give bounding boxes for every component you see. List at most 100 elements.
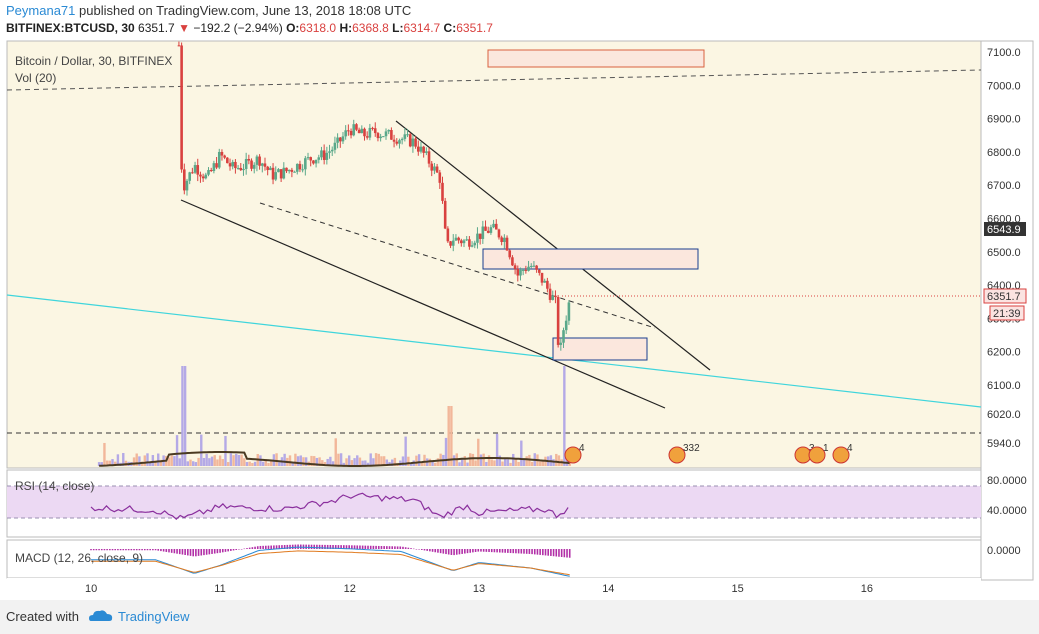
macd-histogram-bar [552, 549, 555, 557]
trading-chart[interactable]: 7100.07000.06900.06800.06700.06600.06500… [0, 0, 1039, 600]
volume-bar [361, 460, 364, 466]
event-flag-icon[interactable] [808, 446, 826, 464]
price-tick-label: 6100.0 [987, 380, 1021, 392]
wedge-upper-line[interactable] [395, 120, 711, 371]
candle-body [349, 130, 353, 136]
tradingview-link[interactable]: TradingView [118, 609, 190, 624]
macd-histogram-bar [184, 549, 186, 555]
cyan-trend-line[interactable] [6, 294, 982, 408]
volume-bar [100, 462, 103, 466]
candle-body [411, 138, 415, 147]
macd-histogram-bar [267, 545, 270, 549]
candle-body [309, 157, 313, 161]
low-label: L: [392, 21, 404, 35]
event-flag-icon[interactable] [564, 446, 582, 464]
candle-body [260, 163, 264, 166]
volume-bar [178, 458, 181, 466]
price-tick-label: 7100.0 [987, 47, 1021, 59]
volume-bar [154, 460, 157, 466]
event-flag-icon[interactable] [668, 446, 686, 464]
candle-body [191, 172, 194, 174]
volume-bar [267, 462, 270, 466]
volume-bar [447, 406, 450, 466]
candle-body [328, 151, 331, 153]
volume-bar [288, 455, 292, 466]
candle-body [419, 146, 423, 152]
candle-body [492, 223, 495, 228]
candle-body [481, 226, 485, 239]
price-tick-label: 6020.0 [987, 409, 1021, 421]
candle-body [220, 151, 224, 156]
rsi-band [7, 486, 981, 518]
volume-bar [116, 454, 120, 466]
candle-body [406, 134, 409, 136]
macd-histogram-bar [316, 544, 318, 549]
volume-bar [423, 454, 426, 466]
candle-body [462, 240, 466, 244]
macd-histogram-bar [302, 544, 305, 549]
volume-bar [315, 457, 319, 466]
macd-histogram-bar [168, 549, 170, 553]
time-axis[interactable] [7, 578, 981, 598]
wedge-mid-dashed-line[interactable] [259, 202, 656, 329]
macd-histogram-bar [125, 549, 127, 551]
candle-body [244, 158, 248, 169]
volume-bar [132, 457, 136, 466]
macd-histogram-bar [189, 549, 192, 556]
candle-body [183, 169, 186, 191]
macd-histogram-bar [482, 549, 485, 552]
candle-body [516, 268, 520, 276]
macd-histogram-bar [340, 545, 342, 549]
macd-pane[interactable] [6, 539, 982, 579]
volume-bar [251, 462, 254, 466]
volume-bar [469, 453, 472, 466]
candle-body [392, 139, 396, 142]
volume-bar [167, 457, 171, 466]
volume-ma-line [99, 451, 570, 467]
candle-body [430, 163, 434, 171]
volume-bar [474, 460, 477, 466]
volume-bar [108, 460, 112, 466]
volume-bar [347, 455, 351, 466]
countdown-tag [989, 305, 1025, 321]
candle-body [535, 265, 538, 270]
candle-body [368, 127, 372, 138]
high-value: 6368.8 [352, 21, 389, 35]
publish-text: published on TradingView.com, June 13, 2… [75, 3, 412, 18]
candle-body [365, 136, 369, 138]
close-label: C: [443, 21, 457, 35]
macd-histogram-bar [431, 549, 434, 552]
candle-body [247, 158, 251, 161]
volume-bar [294, 453, 297, 466]
macd-histogram-bar [466, 549, 469, 554]
macd-histogram-bar [230, 549, 232, 551]
volume-bar [283, 453, 286, 466]
volume-bar [245, 462, 249, 466]
volume-bar [372, 458, 375, 466]
volume-bar [275, 453, 278, 466]
volume-bar [170, 455, 173, 466]
wedge-lower-line[interactable] [180, 199, 666, 409]
macd-histogram-bar [281, 545, 283, 549]
macd-histogram-bar [111, 549, 114, 551]
candle-body [314, 159, 318, 164]
volume-bar [409, 462, 413, 466]
macd-histogram-bar [351, 545, 353, 549]
macd-histogram-bar [380, 546, 383, 549]
volume-bar [248, 461, 251, 466]
macd-histogram-bar [410, 548, 412, 549]
macd-histogram-bar [221, 549, 224, 553]
change-value: −192.2 (−2.94%) [193, 21, 283, 35]
upper-trend-line[interactable] [6, 69, 982, 91]
resistance-zone-box[interactable] [482, 248, 699, 270]
event-flag-icon[interactable] [832, 446, 850, 464]
volume-bar [232, 455, 235, 466]
support-zone-box[interactable] [552, 337, 648, 361]
target-zone-box[interactable] [487, 49, 705, 68]
macd-histogram-bar [369, 545, 372, 549]
candle-body [551, 295, 555, 300]
author-link[interactable]: Peymana71 [6, 3, 76, 18]
volume-bar [175, 435, 179, 466]
macd-histogram-bar [205, 549, 208, 555]
tradingview-logo-icon [89, 610, 113, 621]
